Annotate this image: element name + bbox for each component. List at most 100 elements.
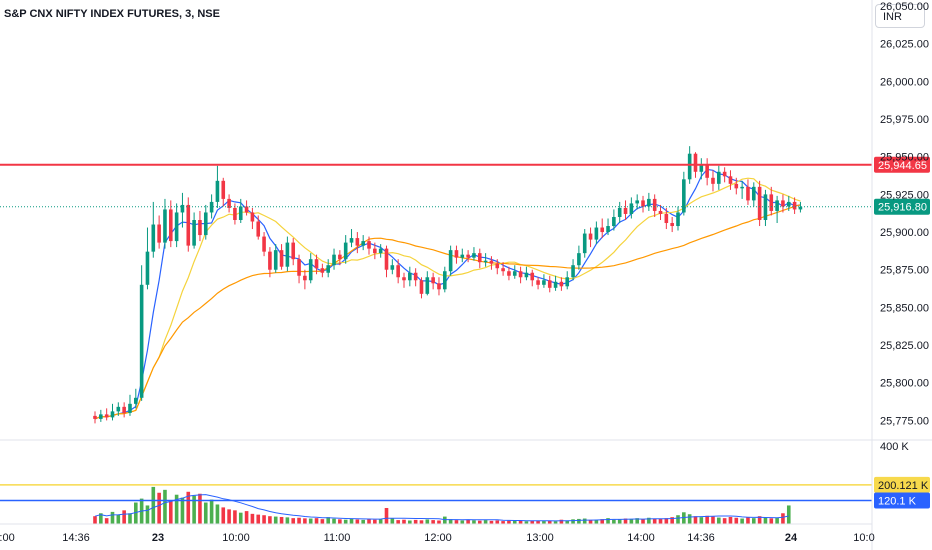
volume-bar [635,518,639,524]
candle-body [128,403,132,413]
volume-level-label: 120.1 K [878,496,917,508]
candle-body [268,251,272,270]
candle-body [256,221,261,237]
volume-bar [291,518,296,524]
volume-bar [757,516,762,524]
volume-bar [571,519,575,524]
price-tick-label: 25,875.00 [880,265,929,277]
volume-bar [233,510,237,524]
volume-bar [699,517,704,524]
candle-body [477,253,482,263]
volume-bar [775,517,779,524]
candle-body [711,177,715,184]
volume-bar [600,519,605,524]
volume-bar [402,519,406,524]
volume-bar [536,520,540,524]
candle-body [163,209,167,243]
candle-body [664,213,669,224]
volume-bar [652,518,657,524]
time-tick-label: 24 [785,532,798,544]
volume-bar [338,519,342,524]
volume-bar [530,520,535,524]
candle-body [512,271,517,276]
volume-bar [711,516,715,524]
candle-body [361,241,365,246]
price-tick-label: 25,775.00 [880,415,929,427]
volume-bar [676,515,680,524]
time-tick-label: 4:00 [0,532,15,544]
volume-bar [734,517,739,524]
candle-body [110,411,115,418]
candle-body [122,406,126,413]
volume-bar [343,519,348,524]
candle-body [676,212,680,227]
volume-bar [268,516,272,524]
candle-body [542,280,546,285]
volume-bar [565,520,570,524]
candle-body [168,209,173,242]
volume-bar [477,520,482,524]
candle-body [705,164,709,178]
candle-body [326,265,330,273]
candle-body [612,216,616,227]
volume-bar [163,489,167,524]
candle-body [524,272,529,278]
candle-body [116,406,121,412]
candle-body [734,183,739,189]
volume-bar [687,514,692,524]
price-tick-label: 25,900.00 [880,227,929,239]
volume-bar [308,518,313,524]
chart-title: S&P CNX NIFTY INDEX FUTURES, 3, NSE [4,8,220,20]
candle-body [518,271,523,278]
volume-bar [448,519,453,524]
volume-bar [612,519,616,524]
volume-bar [588,519,593,524]
time-tick-label: 14:00 [627,532,655,544]
candle-body [157,224,161,243]
price-tick-label: 25,800.00 [880,378,929,390]
candle-body [297,259,301,276]
candle-body [472,253,476,258]
candle-body [402,277,406,281]
candle-body [279,250,284,267]
volume-bar [553,521,558,524]
candle-body [396,265,400,278]
volume-bar [408,520,412,524]
volume-bar [128,513,132,524]
volume-bar [670,517,674,524]
price-tick-label: 26,000.00 [880,76,929,88]
volume-bar [151,486,156,524]
candle-body [460,254,465,258]
candle-body [594,227,599,240]
volume-bar [390,518,395,524]
candle-body [786,201,791,207]
volume-bar [361,519,365,524]
volume-bar [606,518,610,524]
volume-bar [186,491,191,524]
volume-bar [460,520,465,524]
volume-bar [203,502,208,524]
candle-body [227,198,231,208]
candle-body [577,253,581,266]
volume-bar [693,516,698,524]
volume-bar [279,516,284,524]
volume-bar [104,518,109,524]
price-tick-label: 25,850.00 [880,302,929,314]
volume-bar [367,519,371,524]
volume-bar [320,519,325,524]
volume-bar [198,493,202,524]
volume-bar [285,517,290,524]
time-tick-label: 10:00 [222,532,250,544]
volume-bar [273,516,278,524]
candle-body [530,272,535,281]
time-tick-label: 14:36 [62,532,90,544]
time-tick-label: 11:00 [324,532,351,544]
volume-bar [157,492,161,524]
candle-body [682,179,686,213]
price-level-lines: 25,944.65 25,916.80 [0,156,930,215]
volume-bar [658,518,663,524]
price-tick-label: 26,025.00 [880,39,929,51]
currency-selector[interactable]: INR [875,4,925,28]
candle-body [792,201,797,210]
